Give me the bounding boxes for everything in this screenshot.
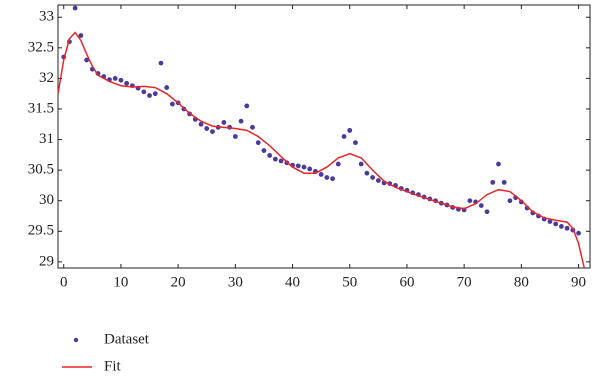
data-point xyxy=(547,219,553,224)
y-tick-label: 30 xyxy=(39,192,54,208)
data-point xyxy=(124,80,130,86)
data-point xyxy=(278,158,284,164)
data-point xyxy=(364,170,370,176)
data-point xyxy=(576,230,581,236)
legend-symbol xyxy=(73,337,79,343)
x-tick-label: 70 xyxy=(457,274,472,290)
data-point xyxy=(307,166,313,172)
x-tick-label: 20 xyxy=(171,274,186,290)
data-point xyxy=(564,225,570,231)
data-point xyxy=(496,161,501,167)
data-point xyxy=(467,198,473,204)
data-point xyxy=(84,57,90,63)
data-point xyxy=(272,156,278,162)
y-tick-label: 33 xyxy=(39,9,54,25)
x-tick-label: 50 xyxy=(342,274,357,290)
y-tick-label: 31 xyxy=(39,131,54,147)
x-tick-label: 40 xyxy=(285,274,300,290)
y-tick-label: 29.5 xyxy=(28,223,54,239)
y-tick-label: 29 xyxy=(39,253,54,269)
legend-label: Fit xyxy=(104,358,122,374)
data-point xyxy=(353,140,358,146)
data-point xyxy=(295,163,301,169)
data-point xyxy=(244,103,250,109)
data-point xyxy=(112,75,118,81)
x-tick-label: 60 xyxy=(399,274,414,290)
data-point xyxy=(250,124,255,130)
data-point xyxy=(78,33,84,38)
data-point xyxy=(358,161,364,167)
data-point xyxy=(341,134,347,139)
data-point xyxy=(204,126,210,131)
data-point xyxy=(255,140,261,146)
x-tick-label: 80 xyxy=(514,274,529,290)
data-point xyxy=(261,148,267,153)
data-point xyxy=(507,198,513,204)
data-point xyxy=(221,120,227,125)
data-point xyxy=(324,175,330,180)
data-point xyxy=(238,118,244,124)
data-point xyxy=(170,101,175,107)
data-point xyxy=(158,60,164,66)
x-tick-label: 0 xyxy=(60,274,68,290)
data-point xyxy=(118,77,124,83)
data-point xyxy=(141,89,147,95)
data-point xyxy=(210,129,215,135)
data-point xyxy=(301,164,307,170)
data-point xyxy=(501,179,507,185)
y-tick-label: 32 xyxy=(39,70,54,86)
data-point xyxy=(152,91,158,97)
fit-line xyxy=(57,31,586,269)
data-point xyxy=(370,175,376,180)
data-point xyxy=(232,134,238,139)
y-tick-label: 30.5 xyxy=(28,162,54,178)
data-point xyxy=(478,203,484,209)
data-point xyxy=(335,161,341,167)
data-point xyxy=(518,199,524,205)
x-tick-label: 30 xyxy=(228,274,243,290)
data-point xyxy=(347,127,353,133)
x-tick-label: 90 xyxy=(571,274,586,290)
data-point xyxy=(330,176,335,182)
data-point xyxy=(147,93,152,98)
legend-label: Dataset xyxy=(104,331,150,347)
plot-frame xyxy=(57,4,591,269)
data-point xyxy=(490,179,496,185)
data-point xyxy=(558,224,564,229)
data-point xyxy=(553,221,559,227)
data-point xyxy=(72,5,78,11)
y-tick-label: 31.5 xyxy=(28,100,54,116)
data-point xyxy=(318,172,324,177)
data-point xyxy=(198,121,204,127)
data-point xyxy=(375,178,381,183)
x-tick-label: 10 xyxy=(113,274,128,290)
data-point xyxy=(164,85,170,90)
data-point xyxy=(484,209,490,215)
y-tick-label: 32.5 xyxy=(28,39,54,55)
data-point xyxy=(267,153,273,158)
